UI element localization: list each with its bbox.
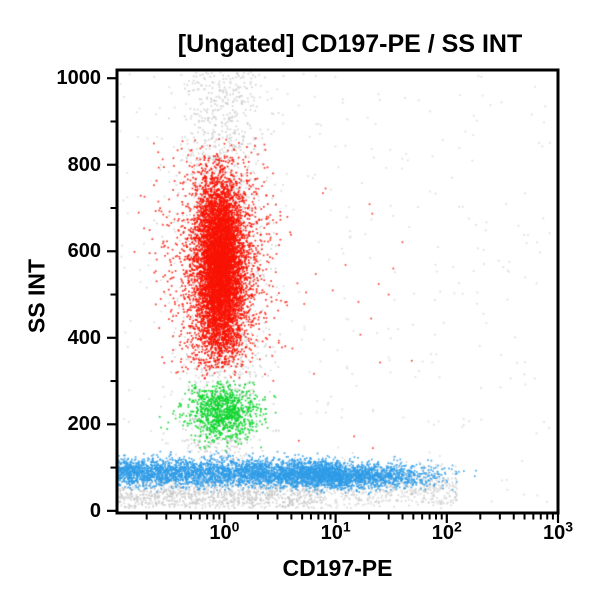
y-tick-label: 400 bbox=[67, 326, 101, 349]
y-tick-label: 0 bbox=[89, 499, 101, 522]
y-tick-label: 600 bbox=[67, 240, 101, 263]
x-tick-label: 103 bbox=[542, 518, 574, 544]
y-tick-label: 1000 bbox=[56, 67, 102, 90]
x-tick-label: 101 bbox=[320, 518, 351, 544]
y-tick-label: 800 bbox=[67, 153, 101, 176]
x-tick-label: 102 bbox=[431, 518, 462, 544]
x-tick-label: 100 bbox=[209, 518, 240, 544]
y-tick-label: 200 bbox=[67, 413, 101, 436]
x-axis-title: CD197-PE bbox=[282, 555, 393, 581]
chart-title: [Ungated] CD197-PE / SS INT bbox=[177, 30, 523, 58]
scatter-plot-canvas bbox=[117, 70, 558, 513]
